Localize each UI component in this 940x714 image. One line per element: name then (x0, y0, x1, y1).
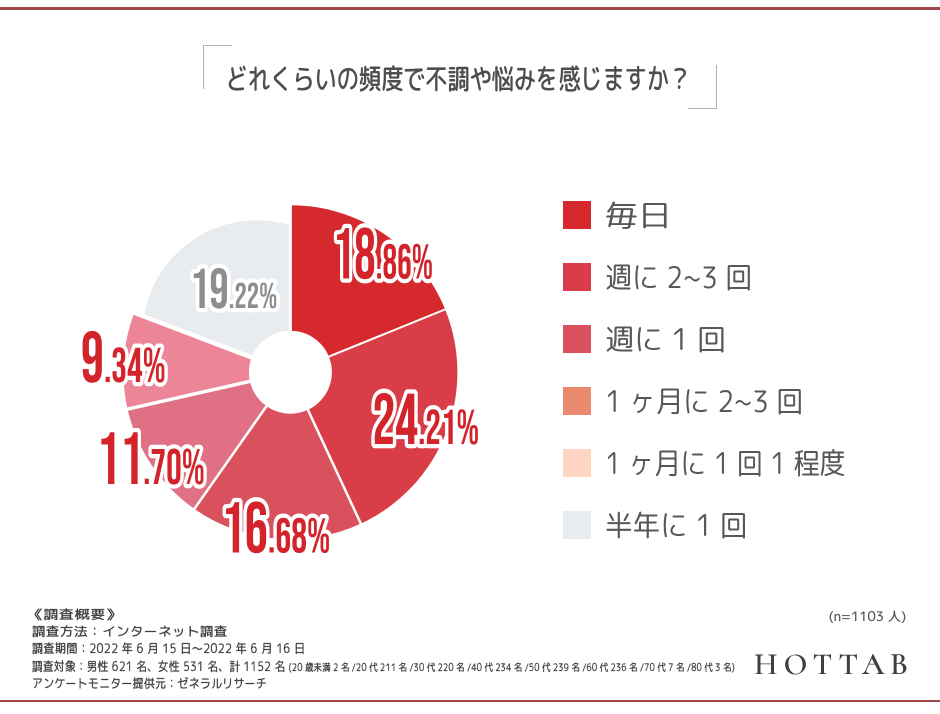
svg-text:18.86%: 18.86% (333, 215, 433, 301)
svg-text:9.34%: 9.34% (81, 317, 166, 404)
svg-text:11.70%: 11.70% (97, 417, 205, 506)
svg-text:24.21%: 24.21% (373, 381, 480, 466)
svg-text:16.68%: 16.68% (221, 488, 330, 575)
svg-text:19.22%: 19.22% (190, 258, 277, 326)
